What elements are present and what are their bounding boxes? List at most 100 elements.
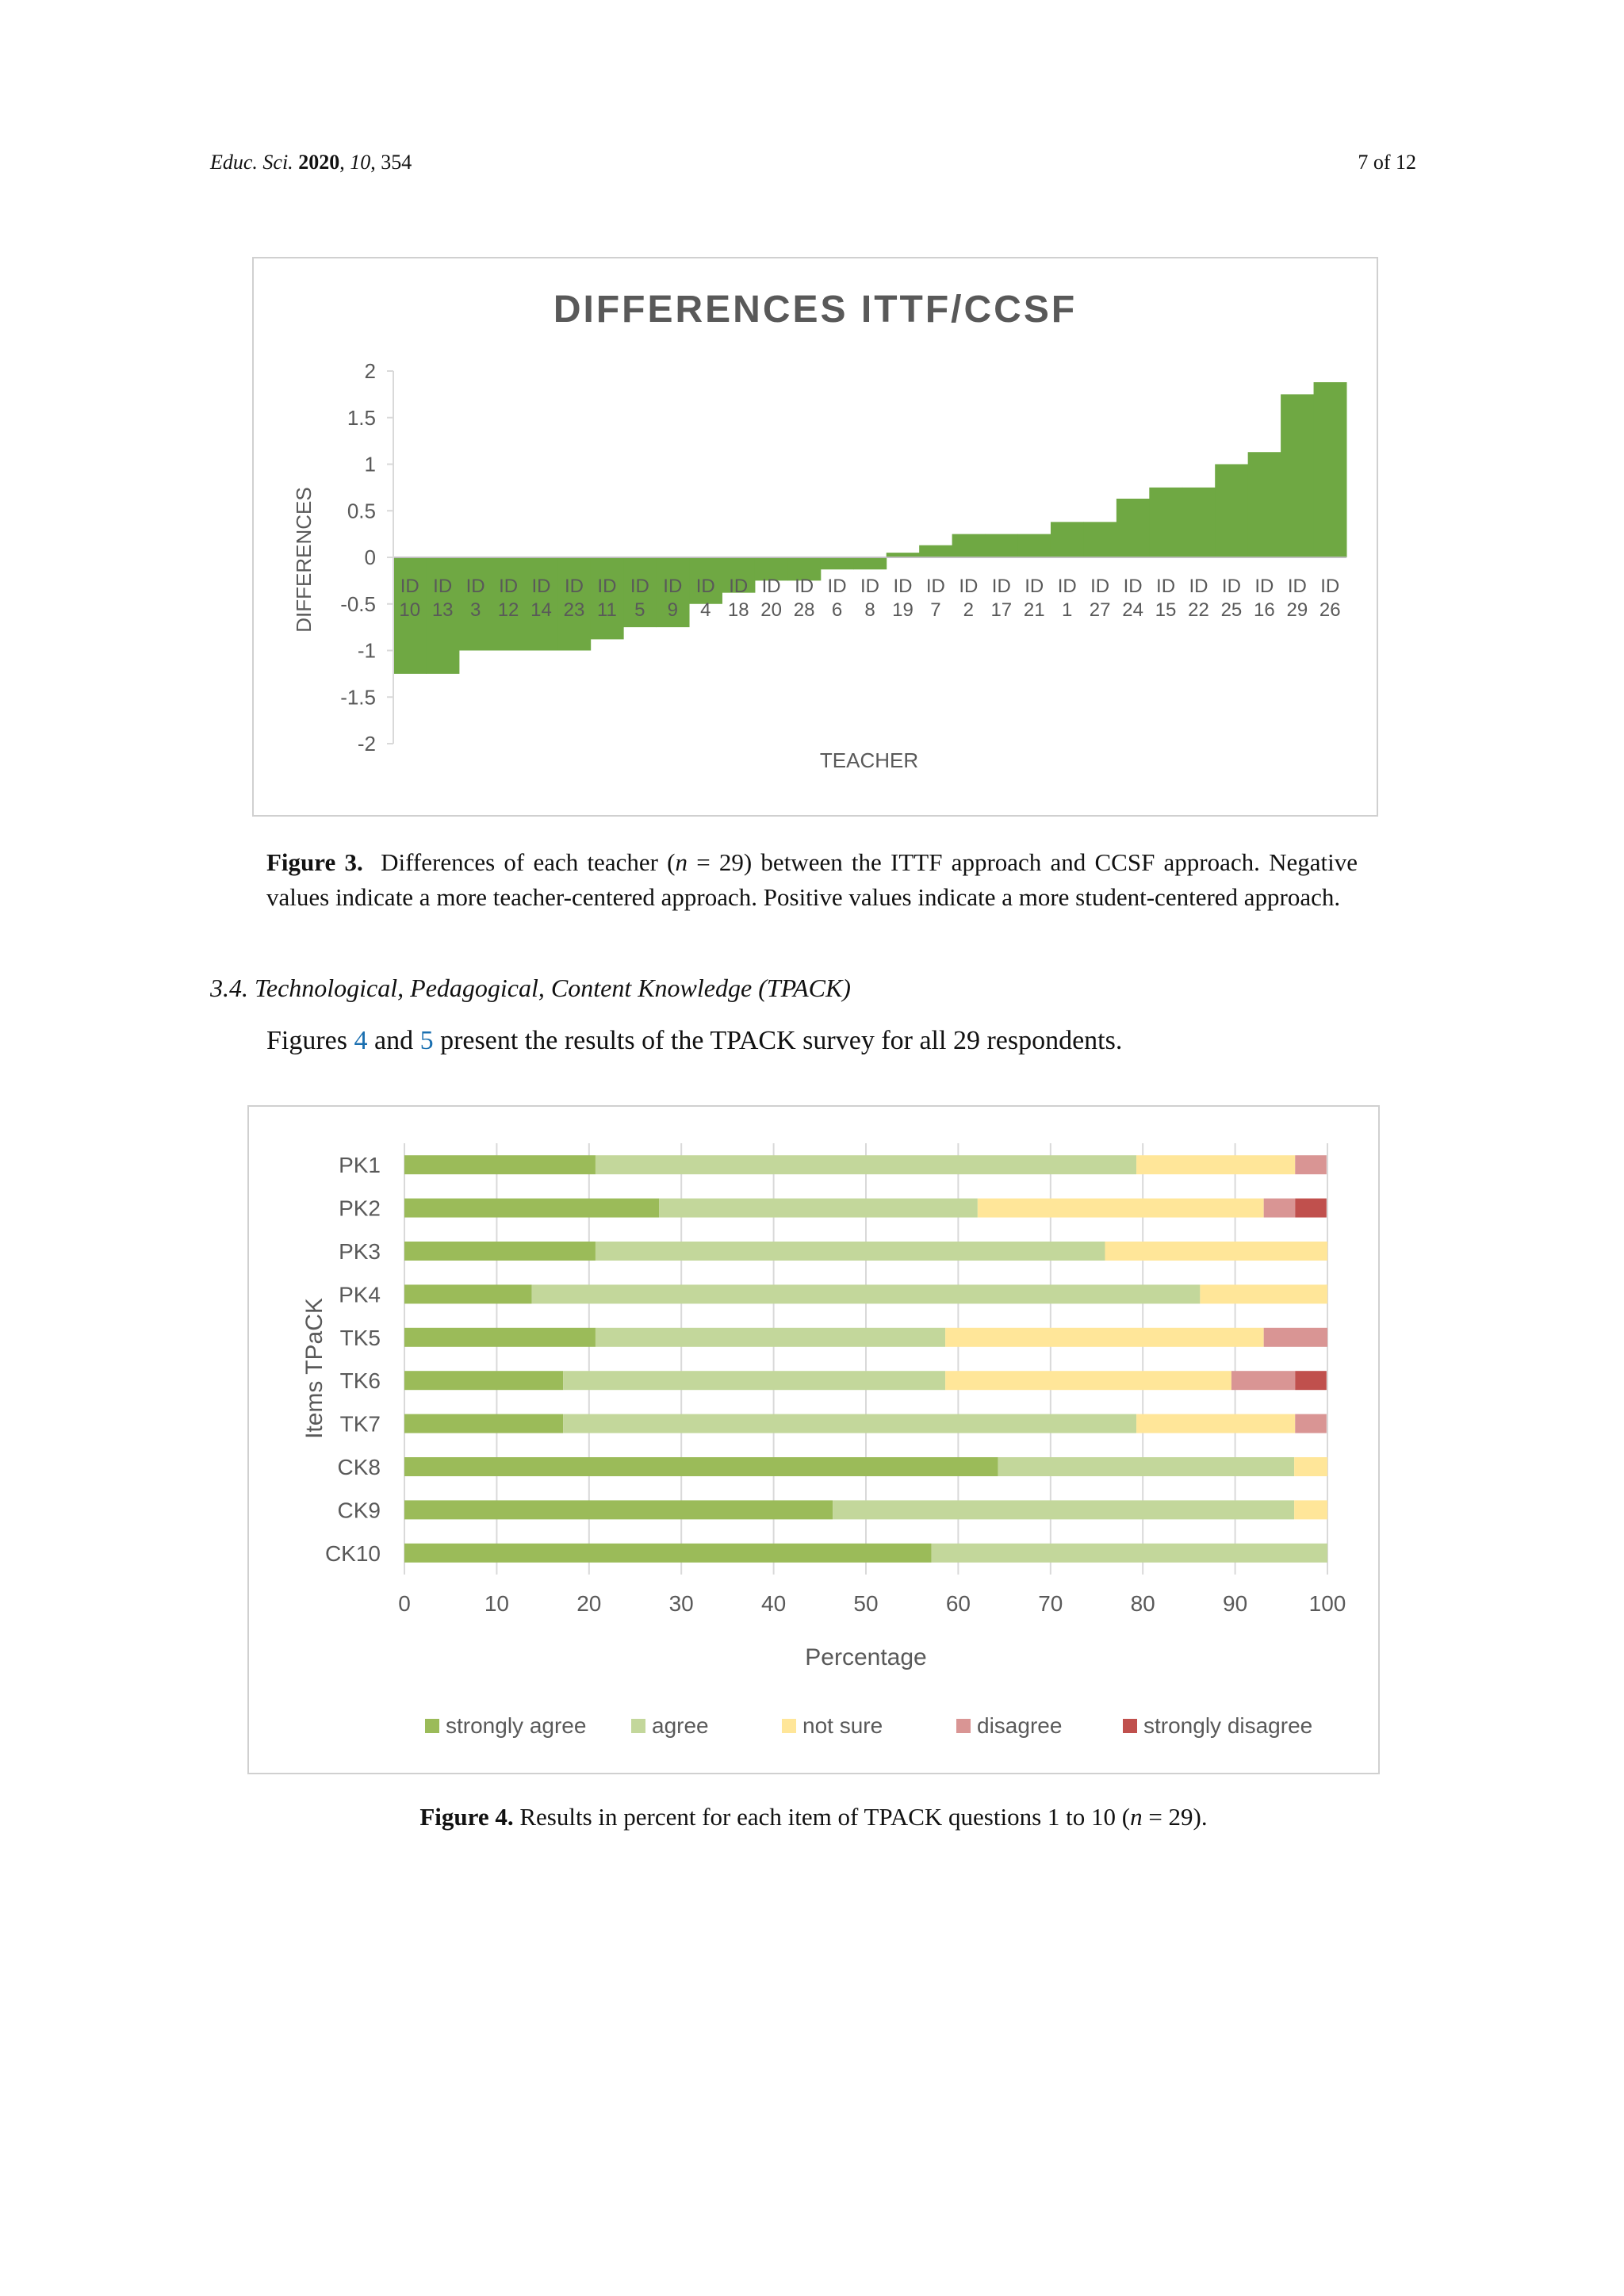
caption-text-pre: Differences of each teacher ( (381, 848, 676, 876)
bar-id-21 (1017, 534, 1051, 557)
caption-n: n (675, 848, 688, 876)
bar-segment-strongly-agree (404, 1284, 532, 1304)
figure-4-chart: PK1 PK2 PK3 PK4 TK5 TK6 TK7 CK8 CK9 CK10 0 10 20 30 4… (247, 1105, 1380, 1774)
bar-id-25 (1215, 464, 1249, 557)
x-category-label: ID 12 (498, 576, 519, 621)
x-tick-label: 10 (485, 1591, 509, 1616)
x-category-label: ID 5 (630, 576, 649, 621)
figure-3-label: Figure 3. (266, 848, 363, 876)
bar-segment-agree (659, 1198, 978, 1218)
legend-label: agree (652, 1713, 709, 1738)
bar-segment-not-sure (1136, 1155, 1296, 1175)
x-category-label: ID 17 (990, 576, 1012, 621)
bar-segment-disagree (1295, 1155, 1327, 1175)
para-post: present the results of the TPACK survey … (433, 1026, 1123, 1055)
bar-id-23 (557, 557, 592, 651)
bar-segment-disagree (1263, 1327, 1327, 1347)
section-heading: 3.4. Technological, Pedagogical, Content… (210, 974, 851, 1002)
differences-bar-chart-svg: DIFFERENCES ITTF/CCSF DIFFERENCES TEACHE… (292, 289, 1347, 772)
journal-name: Educ. Sci. (210, 151, 293, 174)
running-header-citation: Educ. Sci. 2020, 10, 354 (210, 151, 412, 174)
y-tick-label: 2 (365, 359, 376, 383)
legend-swatch (956, 1719, 971, 1733)
tpack-stacked-bar-chart-svg: PK1 PK2 PK3 PK4 TK5 TK6 TK7 CK8 CK9 CK10 0 10 20 30 4… (301, 1143, 1346, 1738)
bar-id-2 (952, 534, 986, 557)
bar-segment-not-sure (977, 1198, 1264, 1218)
x-category-label: ID 16 (1254, 576, 1275, 621)
figure-4-label: Figure 4. (419, 1803, 514, 1831)
x-tick-label: 70 (1038, 1591, 1063, 1616)
x-category-label: ID 25 (1221, 576, 1243, 621)
x-category-label: ID 14 (530, 576, 552, 621)
x-axis-label: Percentage (805, 1644, 926, 1670)
x-category-label: ID 3 (466, 576, 485, 621)
page-number: 7 of 12 (1358, 151, 1416, 174)
x-category-label: ID 1 (1058, 576, 1077, 621)
bar-id-12 (492, 557, 526, 651)
x-tick-label: 80 (1131, 1591, 1155, 1616)
y-category-label: CK9 (338, 1498, 381, 1522)
y-tick-label: 0 (365, 545, 376, 569)
y-tick-label: -1 (358, 639, 376, 663)
y-tick-label: 1 (365, 453, 376, 476)
bar-id-10 (393, 557, 427, 674)
figure-3-chart: DIFFERENCES ITTF/CCSF DIFFERENCES TEACHE… (252, 257, 1378, 817)
bar-segment-not-sure (945, 1371, 1231, 1391)
caption-text-post: = 29). (1142, 1803, 1208, 1831)
bar-segment-strongly-agree (404, 1155, 596, 1175)
chart-title: DIFFERENCES ITTF/CCSF (553, 289, 1077, 331)
bar-segment-agree (595, 1242, 1105, 1261)
para-pre: Figures (266, 1026, 354, 1055)
bar-segment-strongly-agree (404, 1500, 833, 1520)
y-tick-label: 0.5 (347, 499, 376, 522)
bar-id-7 (919, 545, 953, 557)
figure-4-link[interactable]: 4 (354, 1026, 368, 1055)
bar-segment-agree (833, 1500, 1295, 1520)
x-category-label: ID 6 (828, 576, 847, 621)
y-tick-label: 1.5 (347, 406, 376, 430)
y-axis-label: DIFFERENCES (292, 487, 316, 632)
bar-segment-disagree (1295, 1414, 1327, 1433)
bar-segment-disagree (1263, 1198, 1296, 1218)
y-tick-label: -0.5 (340, 592, 376, 616)
y-tick-label: -2 (358, 732, 376, 756)
figure-4-caption: Figure 4. Results in percent for each it… (252, 1800, 1375, 1835)
x-tick-label: 90 (1223, 1591, 1247, 1616)
bar-segment-strongly-disagree (1295, 1198, 1327, 1218)
legend-swatch (782, 1719, 796, 1733)
legend-label: disagree (977, 1713, 1062, 1738)
bar-id-4 (689, 557, 722, 604)
figure-5-link[interactable]: 5 (419, 1026, 434, 1055)
bar-segment-agree (563, 1371, 946, 1391)
bar-id-1 (1050, 522, 1084, 557)
journal-volume: 10 (350, 151, 371, 174)
bar-segment-agree (931, 1543, 1327, 1563)
y-category-label: PK4 (339, 1282, 381, 1307)
bar-id-17 (985, 534, 1019, 557)
bar-segment-strongly-agree (404, 1457, 998, 1476)
bar-id-20 (754, 557, 788, 581)
bar-segment-not-sure (1200, 1284, 1327, 1304)
bar-id-29 (1281, 394, 1315, 557)
bar-segment-not-sure (1136, 1414, 1296, 1433)
bar-id-9 (656, 557, 690, 628)
x-category-label: ID 13 (432, 576, 454, 621)
bar-id-18 (722, 557, 756, 593)
figure-3-caption: Figure 3. Differences of each teacher (n… (266, 845, 1358, 915)
x-category-label: ID 9 (663, 576, 682, 621)
bar-id-24 (1116, 498, 1150, 557)
bar-id-11 (590, 557, 624, 640)
bar-segment-strongly-agree (404, 1242, 596, 1261)
journal-year: 2020 (298, 151, 340, 174)
bar-id-6 (820, 557, 854, 570)
x-tick-label: 20 (576, 1591, 601, 1616)
x-tick-label: 30 (669, 1591, 694, 1616)
caption-text-pre: Results in percent for each item of TPAC… (513, 1803, 1131, 1831)
caption-text-post: = 29) between the ITTF approach and CCSF… (266, 848, 1358, 911)
bar-segment-not-sure (1294, 1500, 1327, 1520)
bar-id-14 (524, 557, 558, 651)
x-tick-label: 0 (398, 1591, 411, 1616)
bar-segment-agree (998, 1457, 1295, 1476)
x-category-label: ID 18 (728, 576, 749, 621)
y-category-label: TK5 (340, 1326, 381, 1350)
